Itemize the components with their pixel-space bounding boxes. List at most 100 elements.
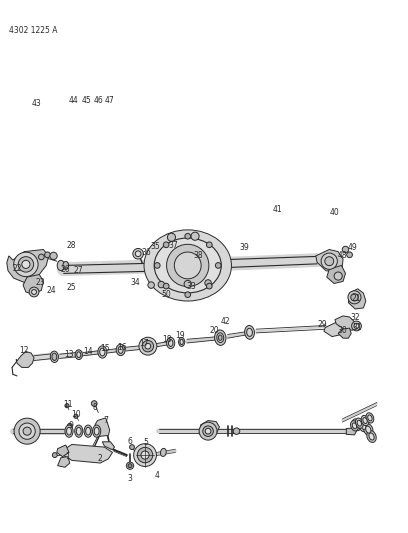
Circle shape <box>199 422 217 440</box>
Text: 4302 1225 A: 4302 1225 A <box>9 27 58 35</box>
Circle shape <box>215 263 221 268</box>
Circle shape <box>163 283 169 289</box>
Circle shape <box>145 343 151 349</box>
Ellipse shape <box>180 340 183 344</box>
Text: 42: 42 <box>221 317 231 326</box>
Circle shape <box>185 233 191 239</box>
Text: 50: 50 <box>162 289 171 298</box>
Text: 11: 11 <box>63 400 73 409</box>
Circle shape <box>185 292 191 297</box>
Polygon shape <box>58 457 70 467</box>
Polygon shape <box>16 351 34 367</box>
Ellipse shape <box>98 346 107 358</box>
Ellipse shape <box>154 238 221 293</box>
Text: 12: 12 <box>20 346 29 355</box>
Circle shape <box>148 282 154 288</box>
Ellipse shape <box>116 344 125 356</box>
Ellipse shape <box>359 420 368 432</box>
Ellipse shape <box>217 333 224 343</box>
Ellipse shape <box>218 335 222 340</box>
Circle shape <box>233 428 240 434</box>
Text: 18: 18 <box>162 335 171 344</box>
Ellipse shape <box>357 420 361 426</box>
Text: 40: 40 <box>329 208 339 217</box>
Text: 14: 14 <box>83 347 93 356</box>
Ellipse shape <box>364 424 373 435</box>
Polygon shape <box>95 418 110 437</box>
Circle shape <box>352 321 361 331</box>
Ellipse shape <box>93 425 101 437</box>
Text: 24: 24 <box>47 286 56 295</box>
Ellipse shape <box>76 427 81 435</box>
Ellipse shape <box>57 260 64 271</box>
Text: 30: 30 <box>337 326 347 335</box>
Circle shape <box>67 423 72 429</box>
Text: 20: 20 <box>209 326 219 335</box>
Circle shape <box>91 401 97 406</box>
Polygon shape <box>57 445 69 457</box>
Text: 22: 22 <box>12 264 22 272</box>
Polygon shape <box>346 428 357 435</box>
Ellipse shape <box>361 422 366 430</box>
Circle shape <box>65 403 69 408</box>
Text: 47: 47 <box>105 96 115 106</box>
Circle shape <box>348 291 361 304</box>
Text: 8: 8 <box>93 403 98 413</box>
Ellipse shape <box>352 419 361 431</box>
Text: 3: 3 <box>128 474 133 483</box>
Circle shape <box>23 427 31 435</box>
Ellipse shape <box>75 425 83 437</box>
Circle shape <box>351 294 358 301</box>
Circle shape <box>18 257 33 272</box>
Circle shape <box>334 272 342 280</box>
Polygon shape <box>102 442 115 450</box>
Text: 1: 1 <box>65 452 70 461</box>
Text: 9: 9 <box>68 422 73 430</box>
Text: 13: 13 <box>64 350 74 359</box>
Circle shape <box>205 280 211 286</box>
Text: 43: 43 <box>31 99 41 108</box>
Ellipse shape <box>86 427 91 435</box>
Circle shape <box>31 289 36 294</box>
Polygon shape <box>335 316 357 330</box>
Ellipse shape <box>63 261 69 270</box>
Ellipse shape <box>77 352 81 358</box>
Circle shape <box>141 451 149 459</box>
Ellipse shape <box>144 230 231 301</box>
Text: 16: 16 <box>117 343 126 352</box>
Ellipse shape <box>50 351 58 362</box>
Ellipse shape <box>100 348 105 356</box>
Circle shape <box>14 252 38 277</box>
Text: 31: 31 <box>353 322 363 332</box>
Circle shape <box>44 252 50 257</box>
Polygon shape <box>7 249 49 282</box>
Polygon shape <box>64 445 113 463</box>
Text: 23: 23 <box>36 278 45 287</box>
Circle shape <box>206 283 212 289</box>
Circle shape <box>19 423 35 439</box>
Text: 33: 33 <box>186 282 196 291</box>
Circle shape <box>128 464 132 468</box>
Text: 45: 45 <box>81 96 91 106</box>
Circle shape <box>139 337 157 355</box>
Ellipse shape <box>367 431 376 442</box>
Text: 29: 29 <box>317 320 327 329</box>
Circle shape <box>325 257 334 265</box>
Ellipse shape <box>247 328 253 336</box>
Ellipse shape <box>366 413 374 423</box>
Text: 21: 21 <box>352 294 361 303</box>
Ellipse shape <box>369 433 374 440</box>
Text: 41: 41 <box>273 205 282 214</box>
Ellipse shape <box>354 421 359 429</box>
Text: 10: 10 <box>71 410 81 419</box>
Ellipse shape <box>363 417 367 424</box>
Ellipse shape <box>166 337 175 349</box>
Circle shape <box>167 233 175 241</box>
Circle shape <box>205 429 211 434</box>
Circle shape <box>52 453 57 457</box>
Text: 25: 25 <box>66 283 76 292</box>
Ellipse shape <box>368 415 372 421</box>
Ellipse shape <box>215 330 226 345</box>
Text: 34: 34 <box>130 278 140 287</box>
Text: 32: 32 <box>350 313 360 322</box>
